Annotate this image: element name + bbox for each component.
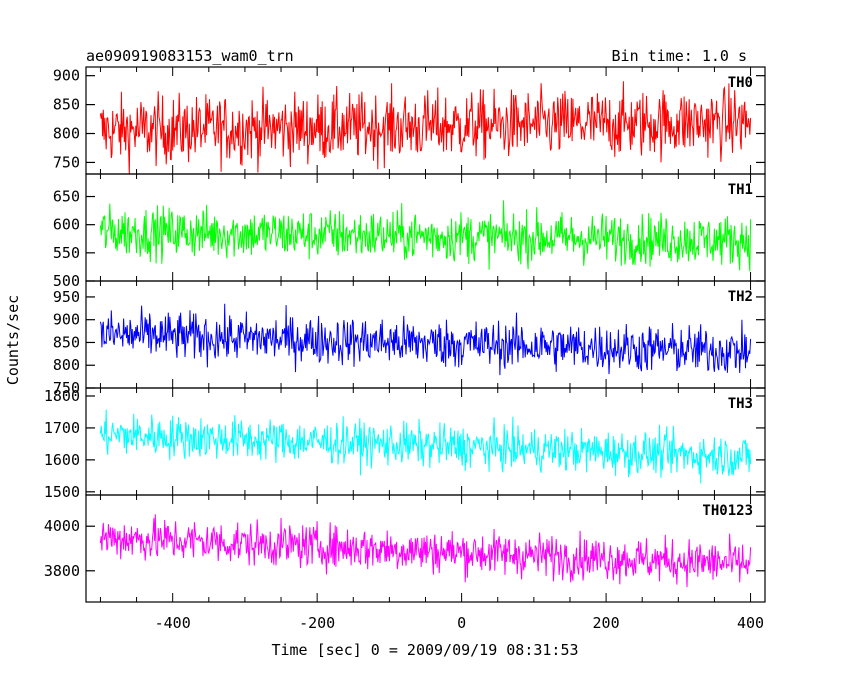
x-tick-label: 0 <box>457 614 466 632</box>
panels-group: 750 800 850 900 TH0 500 550 600 650 TH1 750 800 850 9… <box>44 66 766 603</box>
y-tick-label: 800 <box>53 356 80 374</box>
panel-label: TH2 <box>728 289 753 305</box>
panel-th3: 1500 1600 1700 1800 TH3 <box>44 387 766 501</box>
y-tick-label: 4000 <box>44 517 80 535</box>
y-tick-label: 750 <box>53 379 80 397</box>
panel-label: TH0123 <box>702 503 753 519</box>
x-tick-label: 400 <box>737 614 764 632</box>
series-line-th0 <box>99 81 752 174</box>
panel-label: TH1 <box>728 182 753 198</box>
series-line-th0123 <box>99 514 752 588</box>
y-tick-label: 600 <box>53 216 80 234</box>
y-tick-label: 800 <box>53 125 80 143</box>
y-tick-label: 1600 <box>44 451 80 469</box>
y-tick-label: 1700 <box>44 419 80 437</box>
x-axis: -400 -200 0 200 400 <box>155 614 764 632</box>
y-tick-label: 1800 <box>44 387 80 405</box>
series-line-th3 <box>99 409 752 484</box>
y-tick-label: 500 <box>53 272 80 290</box>
y-tick-label: 3800 <box>44 562 80 580</box>
y-tick-label: 1500 <box>44 483 80 501</box>
panel-frame <box>85 173 766 282</box>
x-tick-label: -400 <box>155 614 191 632</box>
y-tick-label: 900 <box>53 67 80 85</box>
chart-title: ae090919083153_wam0_trn <box>86 47 294 65</box>
y-tick-label: 850 <box>53 96 80 114</box>
panel-th0: 750 800 850 900 TH0 <box>53 66 766 175</box>
x-tick-label: -200 <box>299 614 335 632</box>
panel-label: TH3 <box>728 396 753 412</box>
panel-label: TH0 <box>728 75 753 91</box>
y-tick-label: 900 <box>53 311 80 329</box>
y-tick-label: 850 <box>53 333 80 351</box>
series-line-th1 <box>99 200 752 272</box>
panel-frame <box>85 280 766 389</box>
panel-th1: 500 550 600 650 TH1 <box>53 173 766 290</box>
y-tick-label: 650 <box>53 188 80 206</box>
y-tick-label: 950 <box>53 288 80 306</box>
x-axis-label: Time [sec] 0 = 2009/09/19 08:31:53 <box>271 641 578 659</box>
y-axis-label: Counts/sec <box>4 295 22 385</box>
bin-time-label: Bin time: 1.0 s <box>612 47 747 65</box>
series-line-th2 <box>99 303 752 376</box>
panel-th2: 750 800 850 900 950 TH2 <box>53 280 766 397</box>
y-tick-label: 750 <box>53 153 80 171</box>
x-tick-label: 200 <box>593 614 620 632</box>
panel-th0123: 3800 4000 TH0123 <box>44 494 766 603</box>
y-tick-label: 550 <box>53 244 80 262</box>
